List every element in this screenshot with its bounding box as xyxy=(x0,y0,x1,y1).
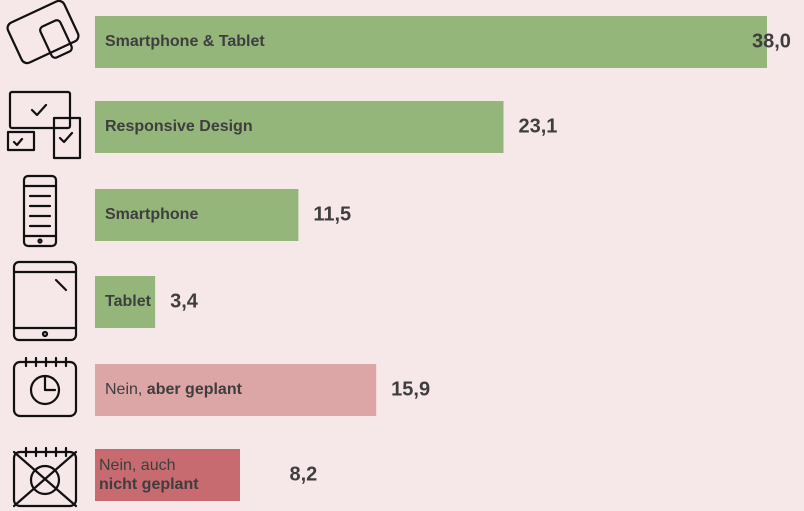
label-part: Nein, auch xyxy=(99,457,180,474)
value-label: 23,1 xyxy=(519,115,558,137)
label-part: aber geplant xyxy=(147,381,243,398)
value-label: 3,4 xyxy=(170,290,199,312)
value-label: 11,5 xyxy=(313,203,351,225)
bar xyxy=(95,449,241,501)
bar xyxy=(95,276,156,328)
bar xyxy=(95,101,504,153)
bar xyxy=(95,16,767,68)
value-label: 8,2 xyxy=(290,463,318,485)
value-label: 15,9 xyxy=(391,378,430,400)
category-label: Tablet xyxy=(105,293,152,310)
bar xyxy=(95,189,299,241)
icons xyxy=(6,0,82,508)
category-label: Smartphone xyxy=(105,206,198,223)
category-label: Smartphone & Tablet xyxy=(105,33,265,50)
category-label: Nein, aber geplant xyxy=(105,381,243,398)
category-label: Nein, auch nicht geplant xyxy=(99,457,199,493)
category-label: Responsive Design xyxy=(105,118,253,135)
value-label: 38,0 xyxy=(752,30,791,52)
label-part: Nein, xyxy=(105,381,147,398)
bar xyxy=(95,364,377,416)
label-part: nicht geplant xyxy=(99,476,199,493)
